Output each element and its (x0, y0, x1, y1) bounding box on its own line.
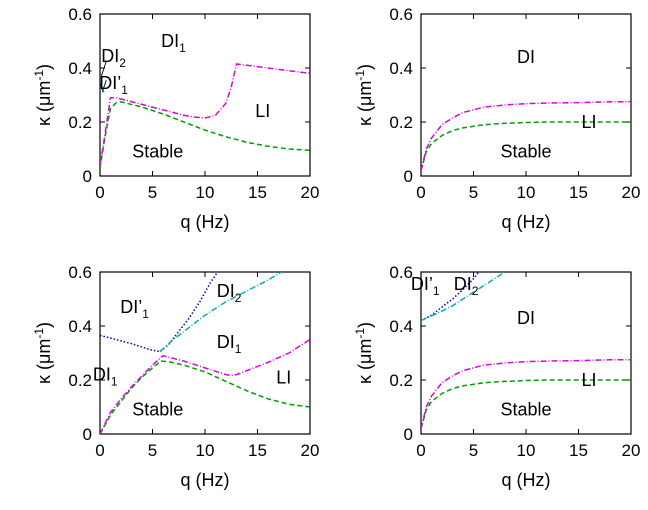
x-tick-label: 10 (517, 441, 536, 460)
region-label: DI2 (217, 281, 242, 305)
series-line-2 (100, 272, 219, 353)
region-label: LI (276, 367, 291, 387)
y-tick-label: 0.2 (68, 113, 92, 132)
y-axis-title: κ (μm-1) (353, 64, 375, 126)
region-label: DI’1 (411, 274, 440, 298)
annotation-pointer (100, 61, 107, 79)
annotation-pointer (102, 80, 107, 92)
x-axis-title: q (Hz) (181, 212, 230, 232)
region-label: DI’1 (120, 297, 149, 321)
y-tick-label: 0.6 (68, 263, 92, 282)
y-tick-label: 0.2 (389, 113, 413, 132)
region-label: DI1 (217, 332, 242, 356)
region-label: Stable (500, 400, 551, 420)
series-line-3 (421, 272, 506, 322)
region-label: LI (581, 370, 596, 390)
region-label: DI2 (454, 274, 479, 298)
x-tick-label: 10 (196, 183, 215, 202)
panel-top-right: 0 5 10 15 20 0 0.2 0.4 0.6 q (Hz) κ (μm-1) DI LI Stab… (353, 5, 640, 232)
x-tick-label: 0 (416, 183, 425, 202)
x-axis-title: q (Hz) (502, 470, 551, 490)
y-tick-label: 0 (83, 425, 92, 444)
series-line-1 (421, 359, 631, 429)
region-label: LI (255, 101, 270, 121)
x-tick-label: 5 (469, 441, 478, 460)
panel-top-left: 0 5 10 15 20 0 0.2 0.4 0.6 q (Hz) κ (μm-1) DI2 DI’1 D… (32, 5, 319, 232)
x-tick-label: 15 (248, 441, 267, 460)
y-tick-label: 0.4 (68, 317, 92, 336)
x-tick-label: 0 (416, 441, 425, 460)
series-line-0 (421, 121, 631, 171)
x-axis-title: q (Hz) (502, 212, 551, 232)
x-tick-label: 20 (622, 183, 641, 202)
series-line-0 (100, 101, 310, 169)
series-line-3 (159, 272, 282, 353)
region-label: LI (581, 112, 596, 132)
series-line-1 (421, 101, 631, 171)
y-tick-label: 0.4 (389, 59, 413, 78)
y-tick-label: 0.4 (389, 317, 413, 336)
x-tick-label: 15 (569, 441, 588, 460)
region-label: DI’1 (99, 73, 128, 97)
y-tick-label: 0.4 (68, 59, 92, 78)
region-label: Stable (500, 142, 551, 162)
x-tick-label: 0 (95, 441, 104, 460)
x-tick-label: 15 (248, 183, 267, 202)
panel-bottom-right: 0 5 10 15 20 0 0.2 0.4 0.6 q (Hz) κ (μm-1) DI’1 DI2 D… (353, 263, 640, 490)
y-tick-label: 0 (83, 167, 92, 186)
x-tick-label: 10 (517, 183, 536, 202)
x-tick-label: 5 (148, 441, 157, 460)
series-line-1 (100, 338, 310, 434)
region-label: DI (517, 47, 535, 67)
x-axis-title: q (Hz) (181, 470, 230, 490)
x-tick-label: 0 (95, 183, 104, 202)
x-tick-label: 20 (301, 183, 320, 202)
y-tick-label: 0 (404, 425, 413, 444)
y-axis-title: κ (μm-1) (32, 322, 54, 384)
y-tick-label: 0 (404, 167, 413, 186)
panel-bottom-left: 0 5 10 15 20 0 0.2 0.4 0.6 q (Hz) κ (μm-1) DI’1 DI2 D… (32, 263, 319, 490)
x-tick-label: 15 (569, 183, 588, 202)
series-line-0 (421, 379, 631, 429)
series-line-0 (100, 360, 310, 434)
y-tick-label: 0.6 (68, 5, 92, 24)
y-tick-label: 0.2 (389, 371, 413, 390)
region-label: DI1 (161, 31, 186, 55)
y-tick-label: 0.6 (389, 5, 413, 24)
region-label: DI1 (93, 365, 118, 389)
y-axis-title: κ (μm-1) (353, 322, 375, 384)
region-label: DI2 (101, 46, 126, 70)
region-label: Stable (132, 400, 183, 420)
x-tick-label: 20 (301, 441, 320, 460)
y-axis-title: κ (μm-1) (32, 64, 54, 126)
x-tick-label: 20 (622, 441, 641, 460)
x-tick-label: 5 (148, 183, 157, 202)
series-line-1 (100, 63, 310, 166)
x-tick-label: 5 (469, 183, 478, 202)
y-tick-label: 0.2 (68, 371, 92, 390)
region-label: DI (517, 308, 535, 328)
y-tick-label: 0.6 (389, 263, 413, 282)
region-label: Stable (132, 142, 183, 162)
x-tick-label: 10 (196, 441, 215, 460)
series-line-3 (100, 75, 105, 93)
